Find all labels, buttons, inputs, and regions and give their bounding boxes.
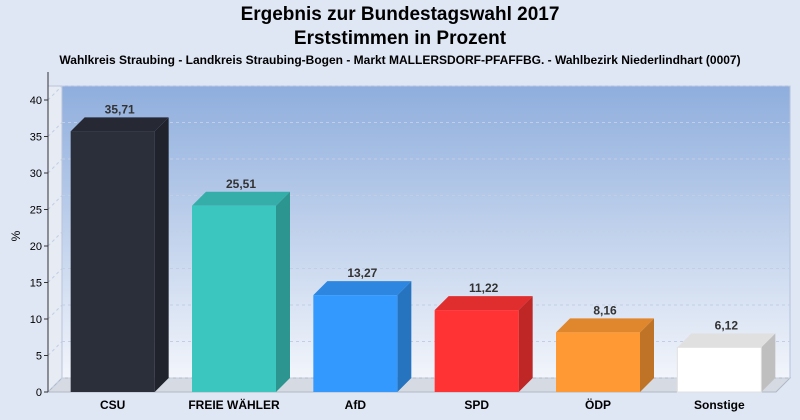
- data-label: 25,51: [226, 177, 256, 191]
- x-tick-label: CSU: [100, 398, 125, 412]
- data-label: 8,16: [593, 303, 617, 317]
- y-tick-label: 0: [36, 387, 42, 399]
- bar-top: [434, 296, 533, 311]
- y-tick-label: 20: [30, 241, 42, 253]
- bar: [70, 131, 155, 392]
- y-tick-label: 35: [30, 132, 42, 144]
- x-tick-label: Sonstige: [694, 398, 745, 412]
- y-tick-label: 25: [30, 205, 42, 217]
- side-wall: [47, 85, 63, 394]
- data-label: 35,71: [105, 102, 135, 116]
- bar-side: [761, 333, 776, 392]
- data-label: 11,22: [469, 281, 499, 295]
- chart-caption: Wahlkreis Straubing - Landkreis Straubin…: [59, 53, 741, 67]
- bar-side: [154, 117, 169, 392]
- data-label: 13,27: [347, 266, 377, 280]
- bar: [556, 332, 640, 392]
- bar-top: [677, 333, 776, 348]
- x-tick-label: FREIE WÄHLER: [188, 397, 280, 412]
- bar: [434, 310, 519, 392]
- bar: [192, 205, 276, 392]
- y-tick-label: 15: [30, 278, 42, 290]
- y-tick-label: 30: [30, 168, 42, 180]
- x-tick-label: SPD: [464, 398, 489, 412]
- chart-subtitle: Erststimmen in Prozent: [293, 28, 507, 49]
- bar-side: [276, 191, 290, 392]
- bar-side: [397, 281, 412, 392]
- y-tick-label: 5: [36, 351, 42, 363]
- bar-top: [556, 318, 654, 333]
- data-label: 6,12: [715, 318, 739, 332]
- bar-side: [640, 318, 654, 392]
- y-tick-label: 40: [30, 95, 42, 107]
- y-axis-label: %: [9, 230, 23, 241]
- bar-top: [313, 281, 412, 296]
- bar: [313, 295, 398, 392]
- bar: [676, 346, 762, 393]
- y-tick-label: 10: [30, 314, 42, 326]
- bar-top: [192, 191, 290, 206]
- chart-title: Ergebnis zur Bundestagswahl 2017: [240, 4, 560, 25]
- x-tick-label: ÖDP: [585, 397, 611, 412]
- bar-side: [518, 296, 533, 392]
- bar-top: [70, 117, 169, 132]
- x-tick-label: AfD: [345, 398, 367, 412]
